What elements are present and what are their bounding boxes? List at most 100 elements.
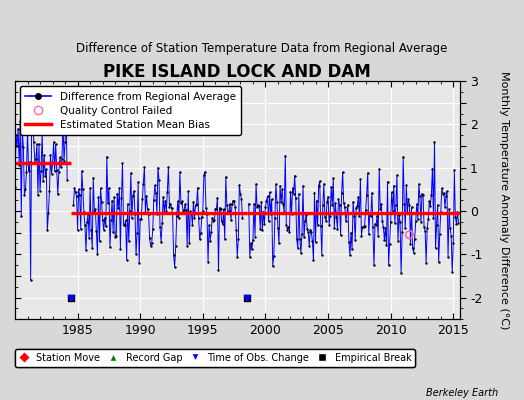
Point <box>431 245 440 251</box>
Point <box>449 240 457 246</box>
Point <box>184 188 192 195</box>
Point <box>16 118 25 124</box>
Point <box>157 239 165 245</box>
Point <box>363 192 371 198</box>
Point <box>394 237 402 244</box>
Point <box>256 226 265 232</box>
Point <box>201 168 209 175</box>
Point <box>51 141 60 148</box>
Point <box>451 214 460 220</box>
Point <box>126 208 134 214</box>
Point <box>207 229 215 235</box>
Legend: Station Move, Record Gap, Time of Obs. Change, Empirical Break: Station Move, Record Gap, Time of Obs. C… <box>15 349 415 367</box>
Point <box>39 178 47 184</box>
Point <box>345 239 353 245</box>
Point <box>391 220 399 226</box>
Point <box>204 259 212 265</box>
Point <box>178 198 186 205</box>
Point <box>328 202 336 208</box>
Point <box>373 212 381 219</box>
Point <box>396 218 404 225</box>
Point <box>243 294 251 301</box>
Point <box>123 257 131 263</box>
Point <box>119 222 128 228</box>
Point <box>306 226 314 233</box>
Point <box>216 206 225 212</box>
Point <box>113 190 122 197</box>
Point <box>194 214 203 221</box>
Point <box>335 202 344 208</box>
Point <box>254 202 263 208</box>
Point <box>91 206 100 212</box>
Point <box>193 184 202 191</box>
Point <box>26 158 34 165</box>
Point <box>92 228 101 234</box>
Point <box>252 181 260 187</box>
Point <box>423 225 431 232</box>
Point <box>403 209 411 216</box>
Point <box>243 294 251 301</box>
Point <box>170 264 179 270</box>
Point <box>20 192 29 198</box>
Point <box>214 267 223 273</box>
Point <box>309 257 318 263</box>
Point <box>383 242 391 248</box>
Point <box>349 199 357 205</box>
Point <box>210 217 219 224</box>
Point <box>110 194 118 200</box>
Point <box>69 202 78 208</box>
Point <box>13 143 21 149</box>
Point <box>108 198 116 204</box>
Point <box>93 251 102 258</box>
Point <box>311 239 320 245</box>
Point <box>351 237 359 243</box>
Point <box>392 202 400 208</box>
Point <box>74 186 83 193</box>
Point <box>117 194 126 201</box>
Point <box>418 191 426 197</box>
Point <box>380 236 389 243</box>
Point <box>102 223 110 230</box>
Point <box>148 240 156 247</box>
Point <box>82 247 90 254</box>
Point <box>43 227 51 234</box>
Point <box>420 223 428 230</box>
Point <box>232 227 241 234</box>
Point <box>354 194 363 200</box>
Point <box>100 227 108 233</box>
Point <box>27 101 36 108</box>
Point <box>187 209 195 216</box>
Point <box>454 220 463 226</box>
Point <box>355 213 364 220</box>
Point <box>408 245 417 251</box>
Point <box>86 185 94 191</box>
Point <box>67 294 75 301</box>
Point <box>89 174 97 181</box>
Point <box>148 226 157 233</box>
Point <box>258 227 267 234</box>
Point <box>405 202 413 208</box>
Point <box>402 182 410 188</box>
Point <box>246 254 254 260</box>
Point <box>364 170 372 176</box>
Point <box>280 209 288 216</box>
Point <box>401 225 409 231</box>
Point <box>250 201 258 207</box>
Point <box>367 213 375 220</box>
Point <box>439 190 447 197</box>
Point <box>379 224 388 230</box>
Point <box>361 222 369 229</box>
Point <box>155 177 163 184</box>
Point <box>131 210 139 217</box>
Point <box>272 198 281 205</box>
Point <box>271 181 280 187</box>
Point <box>264 193 272 200</box>
Point <box>217 217 226 224</box>
Point <box>225 208 233 214</box>
Point <box>38 129 46 136</box>
Point <box>438 185 446 192</box>
Point <box>291 194 300 201</box>
Point <box>332 214 341 220</box>
Point <box>406 241 414 247</box>
Point <box>429 215 438 221</box>
